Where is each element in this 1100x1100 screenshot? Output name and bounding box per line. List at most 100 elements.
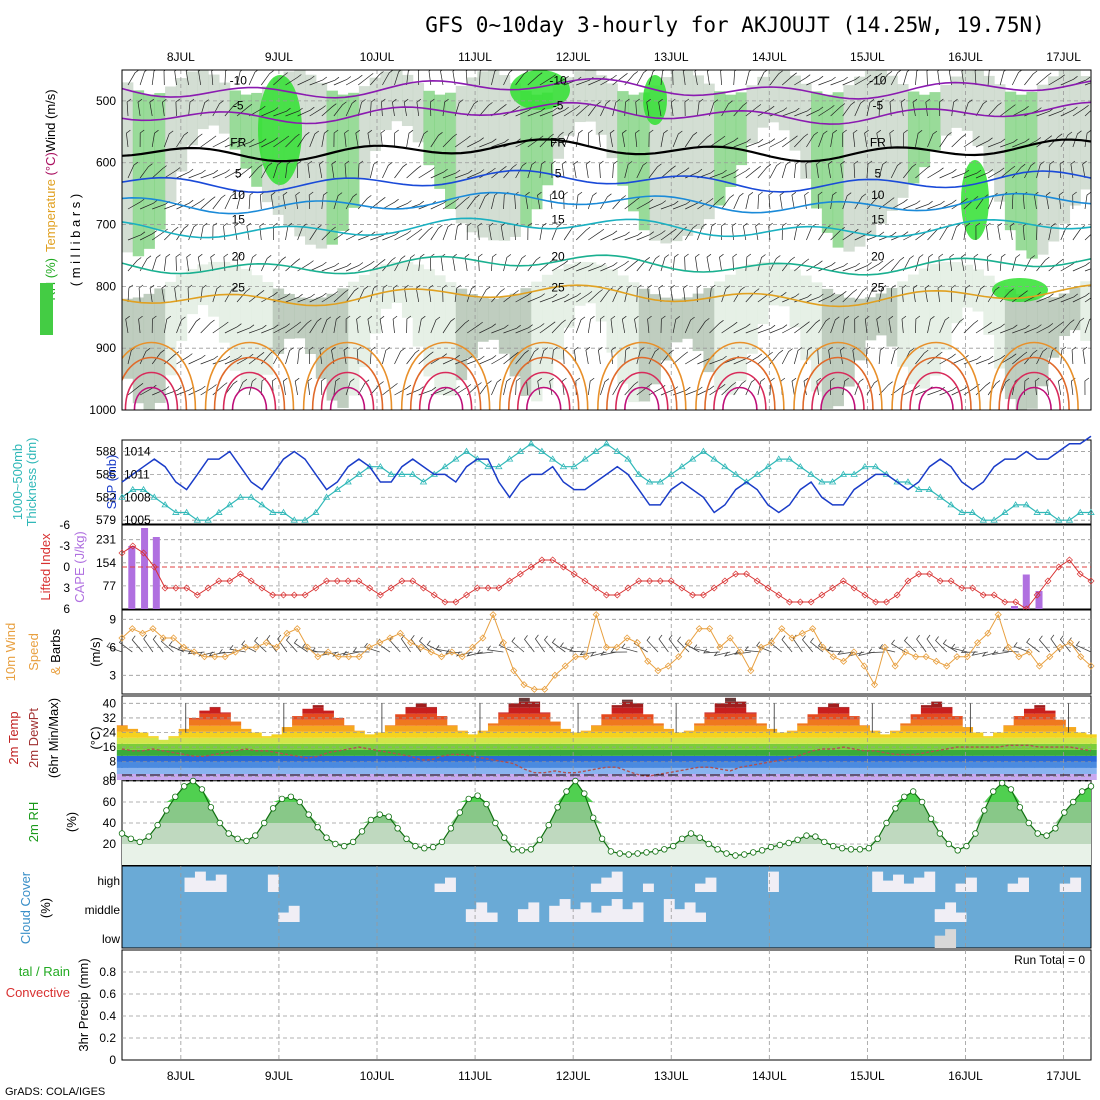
wind-speed-marker [386,634,394,642]
warm-isotherm-arch [231,386,268,410]
wind-barb [733,380,747,396]
thickness-marker [204,516,212,523]
wind-barb [939,98,944,117]
temp-band-cell [745,713,757,720]
temp-band-cell [1013,749,1025,756]
wind-barb [987,70,992,86]
warm-isotherm-arch [900,356,972,410]
temp-band-cell [426,731,438,738]
temp-band-cell [343,731,355,738]
wind-barb [454,135,471,148]
wind-speed-marker [850,648,858,656]
rh-shade-cell [445,92,457,209]
wind-barb [806,106,824,117]
temp-band-cell [1085,767,1097,774]
wind-speed-marker [303,643,312,651]
temp-band-cell [920,705,932,708]
wind-speed-marker [293,625,301,633]
temp-band-cell [426,749,438,756]
rh-marker [732,852,739,859]
temp-band-cell [147,749,159,756]
rh-shade-cell [1069,287,1081,331]
temp-band-cell [405,749,417,756]
temp-band-cell [817,737,829,744]
rh-shade-cell [531,94,543,210]
rh-shade-cell [165,281,177,376]
temp-band-cell [302,755,314,762]
rh-shade-cell [391,70,403,122]
rh-marker [990,788,997,795]
wind-barb [442,169,461,179]
temp-band-cell [786,730,798,732]
temp-band-cell [209,749,221,756]
warm-isotherm-arch [1016,386,1052,410]
wind-barb [600,74,617,86]
wind-barb [466,100,479,117]
rh-shade-cell [391,261,403,303]
temp-band-cell [652,737,664,744]
temp-band-cell [467,737,479,744]
cloud-cover-cell [445,877,456,892]
wind-barb [223,253,229,272]
li-marker [226,577,234,585]
rh-shade-cell [1058,293,1071,337]
temp-band-cell [158,739,169,744]
temp-band-cell [797,767,809,774]
cape-bar [1022,574,1030,609]
temp-band-cell [457,743,468,750]
wind-barb [791,377,797,396]
wind-barb [442,223,453,241]
date-labels-top: 8JUL 9JUL 10JUL 11JUL 12JUL 13JUL 14JUL 15JUL 16… [167,50,1081,64]
temp-band-cell [931,701,943,708]
rh-marker [634,850,641,857]
thickness-tick-label: 582 [96,490,116,504]
temp-band-cell [632,767,644,774]
thickness-marker [979,516,988,523]
temp-band-cell [292,755,303,762]
rh-marker [198,786,206,793]
temp-band-cell [395,725,407,732]
wind-speed-marker [499,639,507,647]
li-marker [1076,570,1084,578]
wind-speed-marker [1066,639,1074,647]
warm-isotherm-arch [498,341,589,410]
rh-marker [269,805,277,812]
thickness-marker [1054,516,1063,523]
temp-band-cell [673,749,685,756]
rh-series-markers [118,777,1095,859]
wind-barb [551,293,570,303]
wind-barb [406,349,420,365]
temp-band-cell [1054,725,1066,732]
wind-barb [321,377,326,396]
wind-barb [369,346,376,365]
wind-barb [806,260,823,272]
temp-band-cell [168,737,180,744]
temp-band-cell [209,713,221,720]
rh-marker [305,811,312,818]
wind-barb [600,315,605,333]
wind-barb [901,284,907,303]
wind-barb [345,262,364,272]
temp-band-cell [828,761,840,768]
li-marker [193,591,201,599]
rh-shade-cell [897,281,909,367]
temp-band-cell [219,743,231,750]
temp-band-cell [374,761,386,768]
temp-band-cell [436,773,448,780]
rh-tick-label: 20 [103,837,117,851]
temp-band-cell [621,701,633,708]
temp-band-cell [735,773,747,780]
wind-barb [188,98,195,117]
li-marker [699,591,707,599]
rh-marker [429,843,437,851]
wind-barb [987,138,1006,148]
wind-barb [709,169,727,179]
rh-shade-cell [380,71,392,131]
temp-band-cell [704,731,716,738]
temp-band-cell [333,773,345,780]
wind-barb [697,98,704,117]
wind-barb [660,228,677,241]
cloud-cover-cell [872,871,884,892]
